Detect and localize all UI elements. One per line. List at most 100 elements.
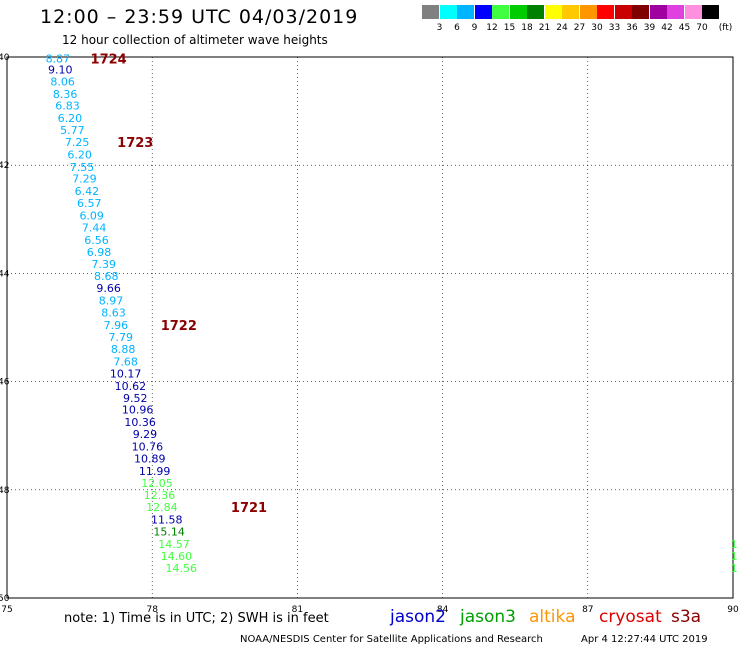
wave-height-value: 10.62 — [115, 380, 147, 393]
wave-height-value: 7.96 — [104, 319, 129, 332]
legend-label: 36 — [626, 23, 638, 33]
longitude-tick-label: 87 — [582, 605, 593, 615]
longitude-tick-label: 78 — [146, 605, 158, 615]
latitude-tick-label: 44 — [0, 269, 10, 279]
legend-swatch — [614, 5, 632, 19]
legend-label: 9 — [471, 23, 478, 33]
wave-height-value: 15.14 — [153, 525, 185, 538]
generation-timestamp: Apr 4 12:27:44 UTC 2019 — [581, 634, 708, 645]
legend-label: 15 — [503, 23, 516, 33]
legend-swatch — [667, 5, 684, 19]
legend-label: 18 — [521, 23, 533, 33]
legend-label: 6 — [454, 23, 460, 33]
wave-height-value: 8.88 — [111, 343, 136, 356]
wave-height-value: 6.57 — [77, 197, 102, 210]
legend-swatch — [562, 5, 579, 19]
longitude-tick-label: 84 — [437, 605, 449, 615]
latitude-tick-label: 42 — [0, 161, 9, 171]
legend-swatch — [457, 5, 474, 19]
wave-height-value: 6.98 — [87, 246, 112, 259]
legend-label: 30 — [591, 23, 603, 33]
wave-height-value: 8.06 — [50, 75, 75, 88]
legend-unit: (ft) — [718, 23, 733, 33]
pass-time-label: 1723 — [117, 136, 153, 151]
wave-height-value: 12.05 — [141, 477, 173, 490]
wave-height-value: 7.39 — [92, 258, 117, 271]
wave-height-value: 7.68 — [113, 356, 138, 369]
longitude-tick-label: 90 — [727, 605, 739, 615]
wave-height-value: 10.76 — [132, 441, 164, 454]
legend-swatch — [632, 5, 649, 19]
legend-swatch — [544, 5, 562, 19]
longitude-tick-label: 81 — [292, 605, 303, 615]
wave-height-value: 7.55 — [70, 161, 95, 174]
satellite-altika-label: altika — [529, 607, 576, 627]
satellite-s3a-label: s3a — [671, 607, 702, 627]
latitude-tick-label: 40 — [0, 53, 10, 63]
wave-height-value: 7.25 — [65, 136, 90, 149]
legend-swatch — [509, 5, 527, 19]
legend-label: 24 — [556, 23, 568, 33]
wave-height-value: 12.84 — [146, 501, 178, 514]
legend-label: 70 — [696, 23, 708, 33]
wave-height-value: 9.66 — [96, 282, 121, 295]
pass-time-label: 1722 — [161, 319, 197, 334]
wave-height-value: 9.29 — [133, 428, 158, 441]
satellite-jason2-label: jason2 — [390, 607, 446, 627]
wave-height-value: 6.20 — [58, 112, 83, 125]
satellite-jason3-label: jason3 — [460, 607, 516, 627]
legend-label: 39 — [643, 23, 656, 33]
footer-note: note: 1) Time is in UTC; 2) SWH is in fe… — [64, 611, 329, 626]
map-frame — [6, 56, 734, 599]
legend-swatch — [474, 5, 492, 19]
wave-height-value: 8.68 — [94, 270, 119, 283]
wave-height-value: 7.29 — [72, 173, 97, 186]
wave-height-value: 9.10 — [48, 63, 73, 76]
legend-label: 12 — [486, 23, 498, 33]
wave-height-value: 10.89 — [134, 452, 166, 465]
legend-swatch — [492, 5, 509, 19]
satellite-cryosat-label: cryosat — [599, 607, 662, 627]
legend-swatch — [597, 5, 614, 19]
pass-time-label: 1724 — [91, 53, 127, 68]
legend-swatch — [702, 5, 719, 19]
pass-time-label: 1721 — [231, 501, 267, 516]
legend-swatch — [527, 5, 544, 19]
legend-label: 45 — [678, 23, 691, 33]
legend-label: 3 — [436, 23, 443, 33]
map-subtitle: 12 hour collection of altimeter wave hei… — [62, 33, 328, 47]
wave-height-value: 10.36 — [124, 416, 156, 429]
wave-height-value: 11.99 — [139, 465, 171, 478]
legend-swatch — [579, 5, 597, 19]
wave-height-value: 6.09 — [79, 210, 104, 223]
latitude-tick-label: 50 — [0, 594, 10, 604]
wave-height-value: 12.36 — [144, 489, 176, 502]
wave-height-value-fragment: 1 — [731, 538, 738, 551]
wave-height-value: 7.44 — [82, 221, 107, 234]
legend-label: 27 — [573, 23, 586, 33]
wave-height-value: 6.56 — [84, 234, 109, 247]
legend-swatch — [649, 5, 667, 19]
latitude-tick-label: 48 — [0, 486, 10, 496]
wave-height-value: 11.58 — [151, 514, 183, 527]
credit-line: NOAA/NESDIS Center for Satellite Applica… — [240, 634, 543, 645]
wave-height-value: 14.60 — [161, 550, 193, 563]
wave-height-value: 8.36 — [53, 88, 78, 101]
map-title: 12:00 – 23:59 UTC 04/03/2019 — [40, 6, 359, 28]
wave-height-value: 10.17 — [110, 367, 142, 380]
wave-height-value: 10.96 — [122, 404, 154, 417]
wave-height-value: 8.87 — [46, 53, 71, 66]
wave-height-value-fragment: 1 — [731, 550, 738, 563]
wave-height-value-fragment: 1 — [731, 562, 738, 575]
legend-swatch — [684, 5, 702, 19]
wave-height-value: 9.52 — [123, 392, 148, 405]
legend-swatch — [439, 5, 457, 19]
legend-label: 21 — [538, 23, 551, 33]
wave-height-value: 14.56 — [165, 562, 197, 575]
wave-height-value: 7.79 — [108, 331, 133, 344]
wave-height-value: 8.97 — [99, 294, 124, 307]
legend-label: 33 — [608, 23, 621, 33]
legend-label: 42 — [661, 23, 673, 33]
latitude-tick-label: 46 — [0, 378, 10, 388]
